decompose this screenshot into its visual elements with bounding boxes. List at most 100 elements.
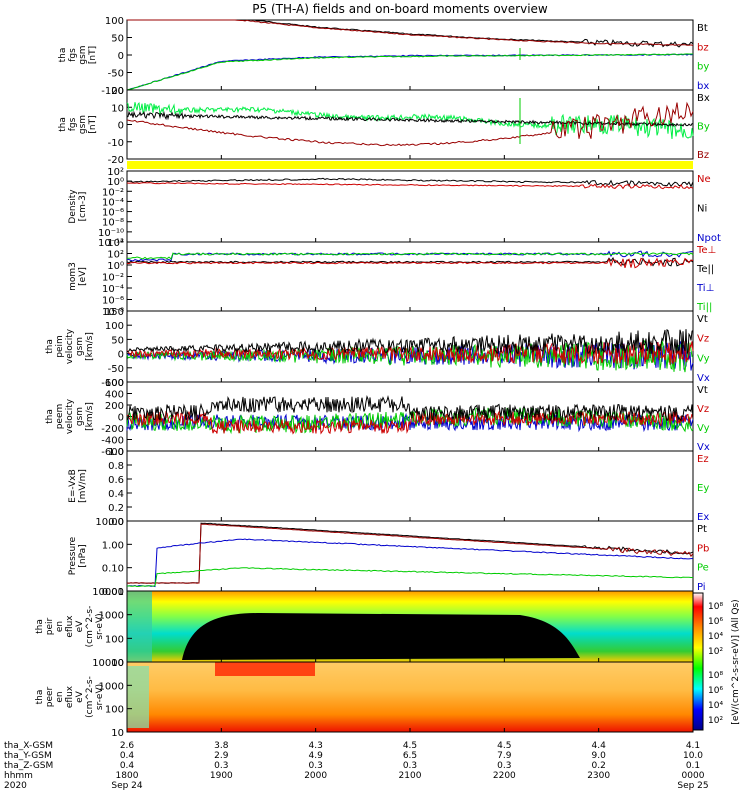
series-Pb (126, 523, 694, 584)
y-tick-label: 50 (111, 34, 124, 45)
colorbar-tick-label: 10⁸ (708, 602, 723, 612)
ephem-value: 4.5 (497, 741, 511, 751)
y-tick-label: 10⁻² (102, 273, 124, 284)
y-tick-label: 10⁻² (102, 187, 124, 198)
y-axis-label: tha (45, 409, 55, 424)
y-tick-label: 100 (105, 705, 124, 716)
y-axis-label: [nPa] (78, 544, 88, 567)
y-tick-label: 10 (111, 103, 124, 114)
legend-Te||: Te|| (696, 264, 714, 275)
y-axis-label: tha (58, 48, 68, 63)
legend-by: by (697, 62, 709, 73)
y-axis-label: Density (68, 189, 78, 224)
y-tick-label: 10⁴ (107, 238, 124, 249)
quality-flag-bar (127, 161, 693, 169)
colorbar-tick-label: 10⁴ (708, 701, 723, 711)
series-Ne (126, 182, 694, 190)
x-tick-label: 2300 (587, 771, 610, 781)
y-axis-label: eV (75, 620, 85, 633)
legend-Vx: Vx (697, 442, 710, 453)
ephem-value: 0.1 (686, 761, 700, 771)
legend-bx: bx (697, 81, 709, 92)
ephem-value: 9.0 (592, 751, 607, 761)
ephem-value: 4.9 (309, 751, 324, 761)
y-tick-label: 10⁻⁶ (102, 296, 124, 307)
y-tick-label: 10⁻⁴ (102, 284, 124, 295)
x-tick-label: 2200 (493, 771, 516, 781)
y-axis-label: peer (45, 686, 55, 707)
y-tick-label: 100 (105, 16, 124, 27)
y-tick-label: 0 (118, 350, 124, 361)
y-axis-label: eflux (65, 615, 75, 638)
series-Vt (127, 328, 694, 355)
peer-high-energy-patch (215, 662, 315, 676)
colorbar: 10⁸ 10⁸ 10⁶ 10⁶ 10⁴ 10⁴ 10² 10² [eV/(cm^2-s-sr-e… (692, 592, 741, 731)
y-axis-label: sr-eV) (95, 684, 105, 710)
x-tick-label: 2100 (399, 771, 422, 781)
peir-onset-band (127, 591, 152, 662)
series-By (126, 101, 694, 140)
legend-Bz: Bz (697, 150, 709, 161)
y-axis-label: tha (35, 690, 45, 705)
y-axis-label: tha (35, 619, 45, 634)
y-tick-label: 0.10 (102, 564, 124, 575)
y-tick-label: 200 (105, 401, 124, 412)
y-tick-label: 10 (111, 728, 124, 739)
y-tick-label: 1.00 (102, 540, 124, 551)
y-tick-label: 0.0 (108, 517, 124, 528)
panel-peir_spec: 10000 1000 100 10 tha peir en eflux eV (cm^2-s-sr… (35, 587, 694, 669)
legend-Ne: Ne (697, 174, 711, 185)
panel-peim_vel: 150 100 50 0 -50 -100 tha peim velocity gsm [km/s]… (45, 307, 710, 389)
series-Pe (126, 567, 693, 588)
series-Vz (126, 341, 694, 366)
ephem-label: hhmm (4, 771, 33, 781)
peer-spectrogram (127, 662, 693, 732)
date-right: Sep 25 (677, 781, 708, 791)
y-tick-label: 10⁻⁶ (102, 208, 124, 219)
series-Bx (126, 110, 694, 127)
y-tick-label: 10⁰ (107, 177, 124, 188)
ephem-value: 10.0 (683, 751, 703, 761)
y-tick-label: 10⁻⁸ (102, 307, 124, 318)
series-Vz (126, 410, 694, 435)
y-axis-label: velocity (65, 328, 75, 364)
y-tick-label: -600 (101, 447, 124, 458)
ephem-value: 0.2 (592, 761, 606, 771)
series-Pi (126, 538, 694, 588)
ephem-label: 2020 (4, 781, 27, 791)
y-axis-label: [nT] (88, 46, 98, 64)
ephem-value: 4.1 (686, 741, 700, 751)
y-axis-label: en (55, 621, 65, 632)
panel-fgs_comp: 20 10 0 -10 -20 tha fgs gsm [nT] Bx By Bz (58, 86, 710, 166)
legend-Vy: Vy (697, 423, 710, 434)
legend-Npot: Npot (697, 233, 721, 244)
y-tick-label: 400 (105, 390, 124, 401)
legend-Bt: Bt (697, 23, 708, 34)
ephem-value: 7.9 (497, 751, 512, 761)
ephem-label: tha_X-GSM (4, 741, 53, 751)
legend-bz: bz (697, 42, 709, 53)
series-by (126, 53, 693, 91)
y-axis-label: [eV] (78, 267, 88, 286)
series-Vt (126, 395, 694, 423)
colorbar-label: [eV/(cm^2-s-sr-eV)] (All Qs) (731, 599, 741, 724)
legend-Pe: Pe (697, 563, 709, 574)
colorbar-tick-label: 10⁶ (708, 686, 723, 696)
ephem-value: 0.3 (309, 761, 323, 771)
colorbar-tick-label: 10⁴ (708, 632, 723, 642)
y-tick-label: -200 (101, 424, 124, 435)
legend-Vz: Vz (697, 404, 709, 415)
ephem-value: 0.4 (120, 751, 135, 761)
y-tick-label: 0.01 (102, 587, 124, 598)
legend-Ex: Ex (697, 512, 709, 523)
panel-frame (126, 520, 694, 592)
y-axis-label: tha (45, 339, 55, 354)
y-tick-label: 50 (111, 335, 124, 346)
ephem-value: 0.3 (403, 761, 417, 771)
y-axis-label: E=-VxB (68, 469, 78, 503)
y-axis-label: (cm^2-s- (85, 606, 95, 648)
ephem-value: 2.6 (120, 741, 135, 751)
ephem-value: 0.3 (214, 761, 228, 771)
